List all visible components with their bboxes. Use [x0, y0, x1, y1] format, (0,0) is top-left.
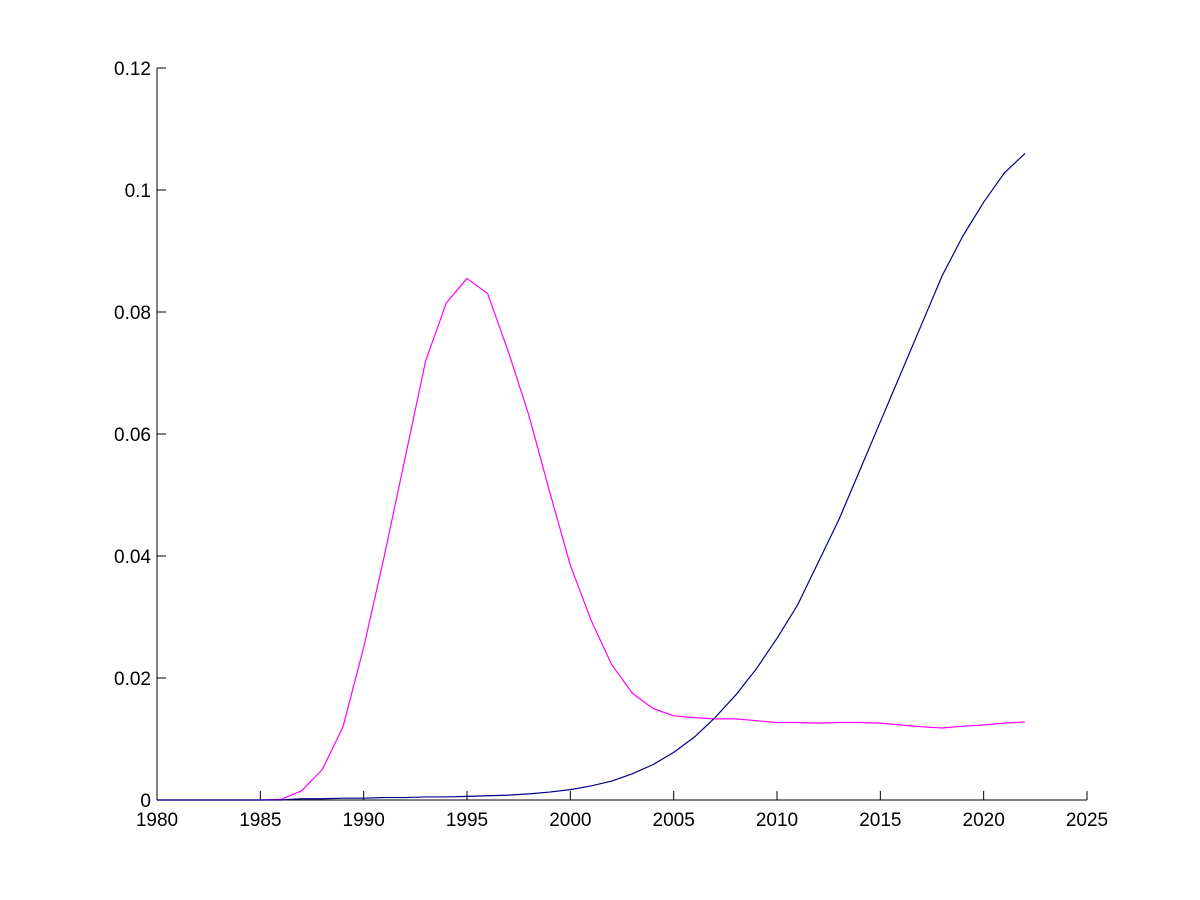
- series-line-1: [157, 277, 1026, 801]
- x-tick-label: 2000: [549, 810, 591, 831]
- series-line-2: [157, 152, 1026, 801]
- y-tick-label: 0.12: [114, 59, 151, 80]
- y-tick-label: 0.1: [125, 181, 151, 202]
- x-tick-label: 2025: [1066, 810, 1108, 831]
- x-tick-label: 2010: [756, 810, 798, 831]
- y-tick-label: 0.06: [114, 425, 151, 446]
- y-tick-label: 0.04: [114, 547, 151, 568]
- x-tick-label: 1985: [239, 810, 281, 831]
- plot-area: 1980 1985 1990 1995 2000 2005 2010 2015 2020 2025…: [114, 59, 1108, 831]
- x-tick-label: 2015: [859, 810, 901, 831]
- x-tick-label: 1995: [446, 810, 488, 831]
- x-tick-label: 2020: [963, 810, 1005, 831]
- y-tick-label: 0: [140, 791, 151, 812]
- y-tick-label: 0.08: [114, 303, 151, 324]
- x-tick-label: 1980: [136, 810, 178, 831]
- x-tick-label: 1990: [343, 810, 385, 831]
- x-tick-label: 2005: [653, 810, 695, 831]
- y-tick-label: 0.02: [114, 669, 151, 690]
